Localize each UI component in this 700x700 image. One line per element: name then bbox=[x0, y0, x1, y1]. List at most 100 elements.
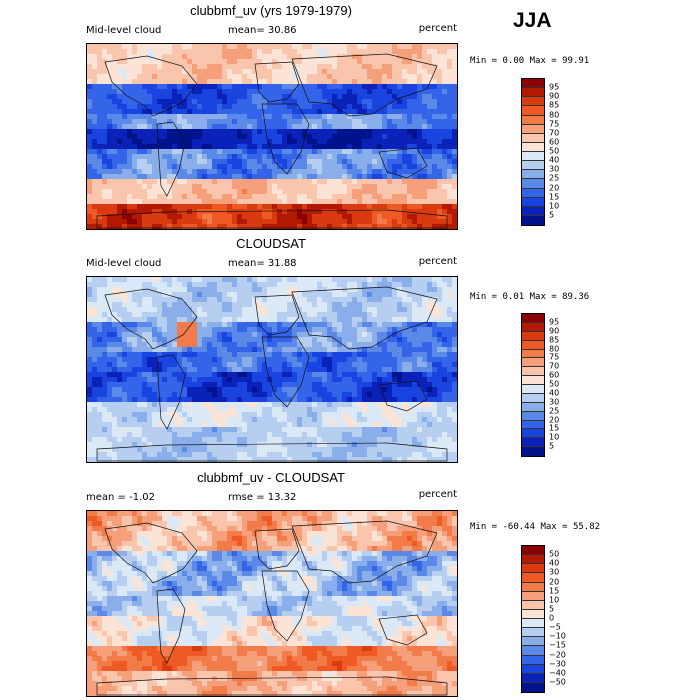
colorbar bbox=[521, 313, 545, 457]
left-label: Mid-level cloud bbox=[86, 25, 162, 36]
colorbar-tick-label: 5 bbox=[549, 604, 555, 614]
colorbar-tick-label: −20 bbox=[549, 650, 566, 659]
colorbar-tick-label: 25 bbox=[549, 406, 560, 416]
colorbar-tick-label: −50 bbox=[549, 677, 566, 687]
colorbar-ticks: 50 40 30 20 15 10 5 0 −5 −10 −15 −20 −30 −40 −50 bbox=[549, 545, 589, 691]
map-field bbox=[87, 44, 457, 229]
colorbar-swatch bbox=[522, 88, 544, 98]
colorbar-swatch bbox=[522, 637, 544, 647]
map-plot bbox=[86, 276, 458, 463]
left-label: Mid-level cloud bbox=[86, 258, 162, 269]
colorbar-tick-label: 30 bbox=[549, 164, 560, 174]
colorbar-tick-label: 95 bbox=[549, 82, 560, 92]
colorbar-swatch bbox=[522, 385, 544, 394]
colorbar-swatch bbox=[522, 376, 544, 385]
min-max-label: Min = -60.44 Max = 55.82 bbox=[470, 522, 601, 532]
colorbar-swatch bbox=[522, 215, 544, 225]
colorbar-swatch bbox=[522, 349, 544, 359]
colorbar-tick-label: 15 bbox=[549, 586, 560, 596]
colorbar-tick-label: 50 bbox=[549, 146, 560, 156]
colorbar bbox=[521, 78, 545, 226]
colorbar-swatch bbox=[522, 664, 544, 674]
colorbar-tick-label: 0 bbox=[549, 613, 555, 623]
colorbar-swatch bbox=[522, 79, 544, 89]
colorbar-swatch bbox=[522, 619, 544, 629]
colorbar-tick-label: 40 bbox=[549, 155, 560, 165]
mean-label: mean= 30.86 bbox=[228, 25, 297, 36]
colorbar-swatch bbox=[522, 124, 544, 134]
colorbar-tick-label: 85 bbox=[549, 335, 560, 345]
colorbar-tick-label: 50 bbox=[549, 549, 560, 559]
colorbar-tick-label: 75 bbox=[549, 119, 560, 129]
colorbar-tick-label: 10 bbox=[549, 201, 560, 211]
colorbar-tick-label: 80 bbox=[549, 344, 560, 353]
colorbar-swatch bbox=[522, 673, 544, 683]
colorbar-tick-label: −5 bbox=[549, 622, 561, 632]
colorbar-tick-label: 90 bbox=[549, 91, 560, 101]
colorbar-swatch bbox=[522, 179, 544, 189]
colorbar-swatch bbox=[522, 573, 544, 583]
colorbar-tick-label: 15 bbox=[549, 423, 560, 433]
colorbar-swatch bbox=[522, 582, 544, 592]
map-field bbox=[87, 277, 457, 462]
map-plot bbox=[86, 43, 458, 230]
colorbar-ticks: 95 90 85 80 75 70 60 50 40 30 25 20 15 10 5 bbox=[549, 78, 589, 224]
colorbar-tick-label: −40 bbox=[549, 668, 566, 678]
colorbar-swatch bbox=[522, 322, 544, 332]
colorbar bbox=[521, 545, 545, 693]
colorbar-tick-label: 30 bbox=[549, 397, 560, 407]
colorbar-tick-label: 25 bbox=[549, 173, 560, 183]
colorbar-swatch bbox=[522, 133, 544, 143]
colorbar-swatch bbox=[522, 600, 544, 610]
colorbar-tick-label: 80 bbox=[549, 110, 560, 119]
min-max-label: Min = 0.01 Max = 89.36 bbox=[470, 292, 590, 302]
colorbar-tick-label: 5 bbox=[549, 210, 555, 220]
colorbar-tick-label: 70 bbox=[549, 361, 560, 371]
colorbar-swatch bbox=[522, 188, 544, 198]
colorbar-tick-label: 20 bbox=[549, 577, 560, 586]
colorbar-tick-label: −10 bbox=[549, 631, 566, 641]
units-label: percent bbox=[418, 256, 457, 267]
colorbar-swatch bbox=[522, 314, 544, 323]
colorbar-swatch bbox=[522, 429, 544, 439]
panel-title: CLOUDSAT bbox=[236, 236, 306, 251]
colorbar-swatch bbox=[522, 411, 544, 421]
mean-label: mean = -1.02 bbox=[86, 492, 155, 503]
colorbar-tick-label: 90 bbox=[549, 326, 560, 336]
panel-title: clubbmf_uv (yrs 1979-1979) bbox=[190, 3, 352, 18]
colorbar-tick-label: 40 bbox=[549, 558, 560, 568]
colorbar-tick-label: 15 bbox=[549, 192, 560, 202]
colorbar-swatch bbox=[522, 402, 544, 412]
colorbar-tick-label: 70 bbox=[549, 128, 560, 138]
colorbar-tick-label: 40 bbox=[549, 388, 560, 398]
min-max-label: Min = 0.00 Max = 99.91 bbox=[470, 56, 590, 66]
season-label: JJA bbox=[513, 9, 552, 32]
colorbar-tick-label: 50 bbox=[549, 379, 560, 389]
colorbar-swatch bbox=[522, 161, 544, 171]
colorbar-ticks: 95 90 85 80 75 70 60 50 40 30 25 20 15 10 5 bbox=[549, 313, 589, 455]
colorbar-swatch bbox=[522, 206, 544, 216]
colorbar-tick-label: 20 bbox=[549, 183, 560, 192]
colorbar-swatch bbox=[522, 646, 544, 656]
mean-label: mean= 31.88 bbox=[228, 258, 297, 269]
colorbar-swatch bbox=[522, 655, 544, 665]
colorbar-tick-label: −15 bbox=[549, 640, 566, 650]
colorbar-swatch bbox=[522, 106, 544, 116]
map-plot bbox=[86, 510, 458, 697]
colorbar-swatch bbox=[522, 628, 544, 638]
colorbar-swatch bbox=[522, 358, 544, 368]
colorbar-swatch bbox=[522, 438, 544, 448]
colorbar-swatch bbox=[522, 115, 544, 125]
units-label: percent bbox=[418, 489, 457, 500]
colorbar-tick-label: 60 bbox=[549, 370, 560, 380]
colorbar-tick-label: 85 bbox=[549, 100, 560, 110]
colorbar-swatch bbox=[522, 197, 544, 207]
colorbar-swatch bbox=[522, 367, 544, 377]
colorbar-swatch bbox=[522, 420, 544, 430]
colorbar-swatch bbox=[522, 591, 544, 601]
colorbar-tick-label: 10 bbox=[549, 595, 560, 605]
rmse-label: rmse = 13.32 bbox=[228, 492, 297, 503]
map-field bbox=[87, 511, 457, 696]
colorbar-swatch bbox=[522, 609, 544, 619]
colorbar-tick-label: 20 bbox=[549, 415, 560, 424]
